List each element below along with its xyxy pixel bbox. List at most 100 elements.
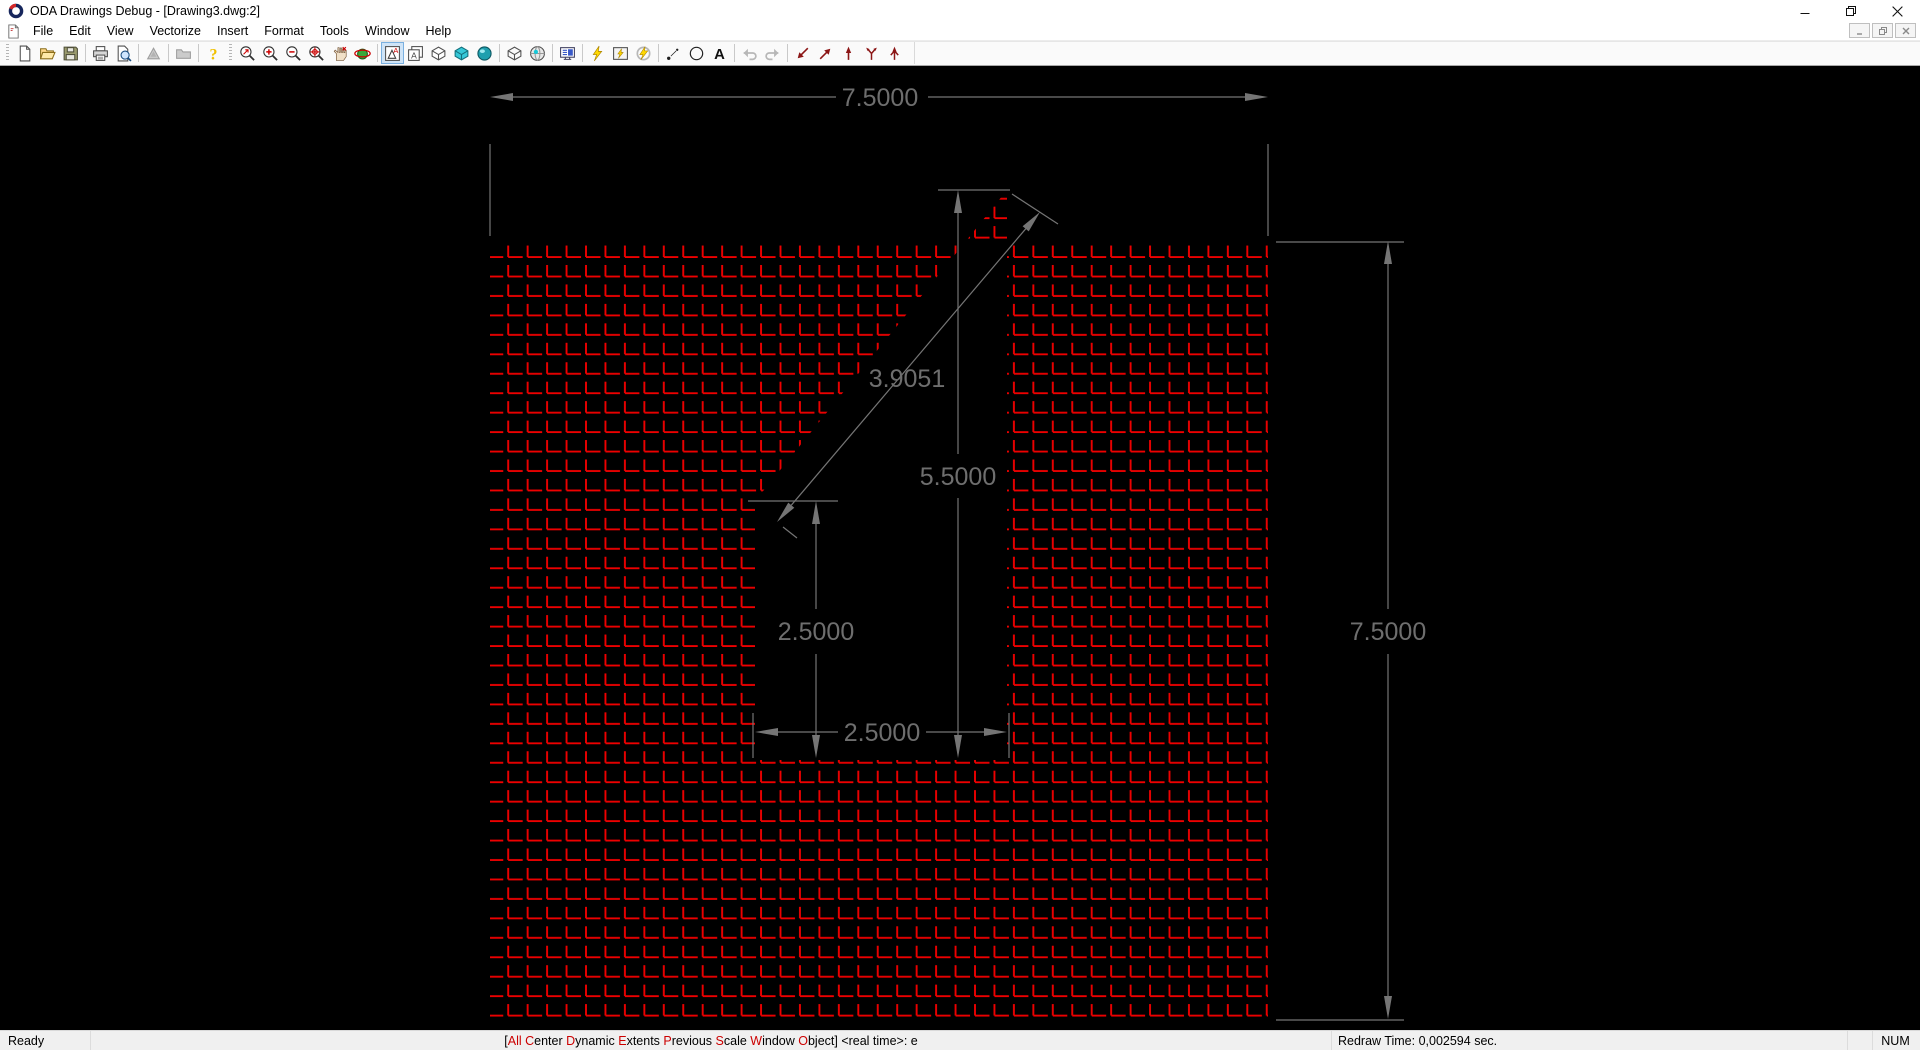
- menu-view[interactable]: View: [106, 24, 134, 38]
- menu-help[interactable]: Help: [425, 24, 452, 38]
- regen-icon: [592, 45, 603, 61]
- open-file-button[interactable]: [36, 42, 59, 64]
- toolbar-grip: [229, 44, 232, 62]
- pan-icon: [333, 46, 347, 61]
- toolbar-separator: [499, 44, 500, 62]
- render-globe-icon: [530, 45, 545, 61]
- menu-edit[interactable]: Edit: [69, 24, 91, 38]
- help-button[interactable]: ?: [202, 42, 225, 64]
- orbit-3d-icon: [354, 48, 371, 59]
- edge-up-icon: [845, 46, 852, 60]
- toolbar-edge: [914, 42, 915, 64]
- menu-vectorize[interactable]: Vectorize: [149, 24, 201, 38]
- prompt-keyword: E: [618, 1033, 627, 1048]
- edge-sw-button[interactable]: [791, 42, 814, 64]
- toolbar-separator: [734, 44, 735, 62]
- menu-tools[interactable]: Tools: [319, 24, 350, 38]
- mode-gouraud-shaded-icon: [477, 45, 492, 61]
- toolbar: ? A A A: [0, 40, 1920, 66]
- menu-file[interactable]: File: [33, 24, 54, 38]
- restore-button[interactable]: [1828, 0, 1874, 22]
- svg-text:A: A: [393, 45, 398, 54]
- zoom-window-button[interactable]: [305, 42, 328, 64]
- dim-slot-left-height: 2.5000: [778, 618, 854, 646]
- edge-branch-button[interactable]: [860, 42, 883, 64]
- new-file-button[interactable]: [13, 42, 36, 64]
- toolbar-separator: [787, 44, 788, 62]
- svg-text:?: ?: [210, 46, 218, 62]
- zoom-out-button[interactable]: [282, 42, 305, 64]
- prompt-keyword: O: [798, 1033, 808, 1048]
- drawing-canvas[interactable]: 7.5000 7.5000 5.5000 2.5000 2.5000 3.905…: [0, 66, 1920, 1030]
- prompt-text: indow: [762, 1033, 799, 1048]
- print-button[interactable]: [89, 42, 112, 64]
- close-icon: [1891, 5, 1903, 17]
- mode-2d-wireframe-icon: A: [385, 45, 400, 61]
- toolbar-grip: [6, 44, 9, 62]
- toolbar-separator: [377, 44, 378, 62]
- minimize-button[interactable]: [1782, 0, 1828, 22]
- minimize-icon: [1800, 13, 1810, 14]
- toolbar-separator: [582, 44, 583, 62]
- render-globe-button[interactable]: [526, 42, 549, 64]
- prompt-text: xtents: [626, 1033, 664, 1048]
- save-file-icon: [63, 46, 78, 60]
- mdi-minimize-button[interactable]: [1849, 23, 1870, 38]
- menu-window[interactable]: Window: [365, 24, 410, 38]
- vectorize-button[interactable]: [142, 42, 165, 64]
- redo-button[interactable]: [761, 42, 784, 64]
- prompt-text: [: [504, 1033, 508, 1048]
- regen-button[interactable]: [586, 42, 609, 64]
- draw-text-icon: A: [714, 46, 725, 61]
- mode-flat-shaded-icon: [454, 46, 469, 60]
- edge-up-branch-button[interactable]: [883, 42, 906, 64]
- mdi-restore-icon: [1878, 26, 1887, 35]
- regen-window-button[interactable]: [609, 42, 632, 64]
- mode-3d-wireframe-button[interactable]: A: [404, 42, 427, 64]
- save-file-button[interactable]: [59, 42, 82, 64]
- prompt-keyword: S: [715, 1033, 724, 1048]
- view-cube-button[interactable]: [503, 42, 526, 64]
- mode-flat-shaded-button[interactable]: [450, 42, 473, 64]
- device-properties-button[interactable]: [556, 42, 579, 64]
- status-num-lock: NUM: [1881, 1033, 1910, 1048]
- mode-2d-wireframe-button[interactable]: A: [381, 42, 404, 64]
- title-bar: ODA Drawings Debug - [Drawing3.dwg:2]: [0, 0, 1920, 22]
- zoom-in-icon: [263, 45, 278, 61]
- mdi-close-button[interactable]: [1895, 23, 1916, 38]
- pan-button[interactable]: [328, 42, 351, 64]
- menu-insert[interactable]: Insert: [217, 24, 249, 38]
- regen-visible-button[interactable]: [632, 42, 655, 64]
- draw-text-button[interactable]: A: [708, 42, 731, 64]
- print-icon: [93, 45, 108, 61]
- edge-up-button[interactable]: [837, 42, 860, 64]
- prompt-keyword: W: [750, 1033, 763, 1048]
- drawing-area[interactable]: 7.5000 7.5000 5.5000 2.5000 2.5000 3.905…: [0, 66, 1920, 1030]
- draw-circle-button[interactable]: [685, 42, 708, 64]
- undo-button[interactable]: [738, 42, 761, 64]
- prompt-keyword: C: [525, 1033, 535, 1048]
- prompt-text: cale: [723, 1033, 751, 1048]
- zoom-in-button[interactable]: [259, 42, 282, 64]
- zoom-extents-button[interactable]: [236, 42, 259, 64]
- toolbar-separator: [198, 44, 199, 62]
- mode-hidden-line-button[interactable]: [427, 42, 450, 64]
- point-style-button[interactable]: [662, 42, 685, 64]
- mdi-restore-button[interactable]: [1872, 23, 1893, 38]
- edge-ne-button[interactable]: [814, 42, 837, 64]
- prompt-keyword: D: [566, 1033, 576, 1048]
- print-preview-button[interactable]: [112, 42, 135, 64]
- menu-bar: File Edit View Vectorize Insert Format Tools Wi…: [0, 22, 1920, 40]
- orbit-3d-button[interactable]: [351, 42, 374, 64]
- edge-up-branch-icon: [890, 46, 899, 60]
- raster-export-button[interactable]: [172, 42, 195, 64]
- mode-gouraud-shaded-button[interactable]: [473, 42, 496, 64]
- prompt-text: enter: [534, 1033, 567, 1048]
- close-button[interactable]: [1874, 0, 1920, 22]
- dim-slot-width: 2.5000: [844, 719, 920, 747]
- menu-format[interactable]: Format: [264, 24, 304, 38]
- new-file-icon: [19, 45, 31, 61]
- regen-window-icon: [613, 46, 628, 60]
